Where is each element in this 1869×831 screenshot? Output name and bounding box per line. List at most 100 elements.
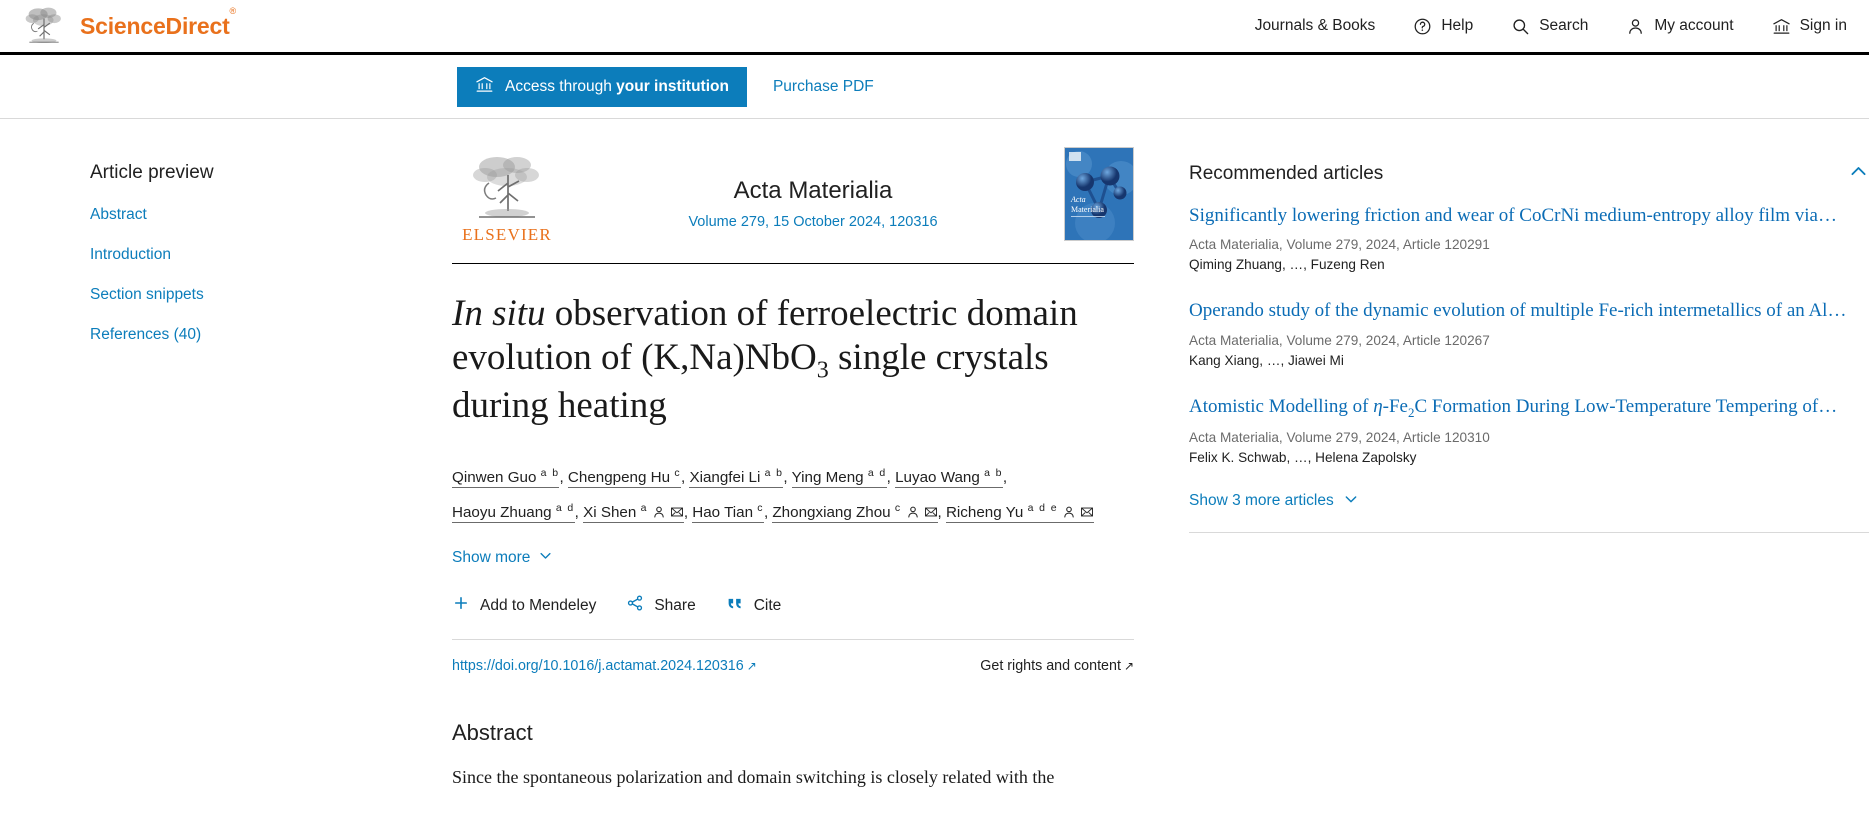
nav-search[interactable]: Search [1511,17,1588,36]
show-more-articles-label: Show 3 more articles [1189,492,1334,510]
sidebar-item-section-snippets[interactable]: Section snippets [90,286,204,303]
recommended-title: Recommended articles [1189,163,1384,184]
search-icon [1511,17,1530,36]
share-nodes-icon [626,594,644,617]
article-title: In situ observation of ferroelectric dom… [452,292,1134,428]
article-actions: Add to Mendeley Share Ci [452,594,1134,641]
author-xiangfei-li[interactable]: Xiangfei Li a b [689,467,784,489]
plus-icon [452,594,470,617]
author-name: Haoyu Zhuang [452,504,552,522]
add-to-mendeley-button[interactable]: Add to Mendeley [452,594,596,617]
abstract-text: Since the spontaneous polarization and d… [452,767,1055,788]
author-xi-shen[interactable]: Xi Shen a [583,502,684,524]
person-icon[interactable] [1062,500,1076,530]
author-hao-tian[interactable]: Hao Tian c [692,502,764,524]
recommended-item-source: Acta Materialia, Volume 279, 2024, Artic… [1189,237,1490,253]
author-richeng-yu[interactable]: Richeng Yu a d e [945,502,1094,524]
author-name: Hao Tian [692,504,754,522]
author-name: Zhongxiang Zhou [772,504,891,522]
article-title-rest-1: observation of ferroelectric domain evol… [452,293,1078,378]
doi-row: https://doi.org/10.1016/j.actamat.2024.1… [452,658,1134,674]
recommended-item-source: Acta Materialia, Volume 279, 2024, Artic… [1189,332,1490,348]
article-title-rest-2: single crystals during heating [452,336,1049,427]
share-button[interactable]: Share [626,594,696,617]
recommended-item-authors: Kang Xiang, …, Jiawei Mi [1189,352,1344,368]
nav-sign-in[interactable]: Sign in [1772,17,1847,36]
envelope-icon[interactable] [670,500,684,530]
author-name: Xiangfei Li [689,469,761,487]
author-affiliation: a d [867,467,887,480]
top-header: ScienceDirect® Journals & Books Help [0,0,1869,55]
recommended-header[interactable]: Recommended articles [1189,161,1869,203]
article-preview-sidebar: Article preview Abstract Introduction Se… [0,147,452,792]
person-icon[interactable] [906,500,920,530]
rec-title-sub: 2 [1407,404,1415,420]
envelope-icon[interactable] [1080,500,1094,530]
abstract-heading: Abstract [452,720,533,746]
chevron-down-icon [1343,491,1359,512]
get-rights-and-content-link[interactable]: Get rights and content ↗ [980,658,1134,674]
author-name: Xi Shen [583,504,637,522]
sciencedirect-brand[interactable]: ScienceDirect® [22,4,236,48]
access-button-bold: your institution [616,77,729,95]
journal-cover-thumbnail[interactable]: Acta Materialia [1064,147,1134,241]
recommended-item-title[interactable]: Significantly lowering friction and wear… [1189,205,1837,226]
recommended-item-title[interactable]: Operando study of the dynamic evolution … [1189,300,1847,322]
author-name: Luyao Wang [895,469,980,487]
access-bar: Access through your institution Purchase… [0,55,1869,119]
author-list: Qinwen Guo a b, Chengpeng Hu c, Xiangfei… [452,458,1134,530]
rec-title-post: C Formation During Low-Temperature Tempe… [1414,395,1838,417]
nav-my-account-label: My account [1654,17,1734,34]
author-zhongxiang-zhou[interactable]: Zhongxiang Zhou c [772,502,938,524]
journal-name: Acta Materialia [733,177,893,204]
share-label: Share [654,596,696,614]
sidebar-item-abstract[interactable]: Abstract [90,206,147,223]
quote-icon [726,594,744,617]
author-row-1: Qinwen Guo a b, Chengpeng Hu c, Xiangfei… [452,467,1008,489]
author-haoyu-zhuang[interactable]: Haoyu Zhuang a d [452,502,575,524]
sidebar-item-introduction[interactable]: Introduction [90,246,171,263]
list-item: Operando study of the dynamic evolution … [1189,298,1869,367]
author-row-2: Haoyu Zhuang a d, Xi Shen a, Hao Tian c,… [452,493,1134,530]
show-more-authors-label: Show more [452,549,531,567]
list-item: Significantly lowering friction and wear… [1189,203,1869,272]
recommended-item-source: Acta Materialia, Volume 279, 2024, Artic… [1189,429,1490,445]
journal-header: ELSEVIER Acta Materialia Volume 279, 15 … [452,147,1134,264]
nav-journals-and-books[interactable]: Journals & Books [1255,17,1376,35]
sidebar-item-references[interactable]: References (40) [90,326,202,343]
recommended-item-title[interactable]: Atomistic Modelling of η-Fe2C Formation … [1189,394,1869,421]
show-more-authors-button[interactable]: Show more [452,548,553,568]
doi-link[interactable]: https://doi.org/10.1016/j.actamat.2024.1… [452,658,757,674]
external-link-icon: ↗ [746,659,757,674]
show-more-articles-button[interactable]: Show 3 more articles [1189,491,1359,512]
get-rights-label: Get rights and content [980,658,1121,675]
purchase-pdf-link[interactable]: Purchase PDF [772,77,874,95]
author-name: Chengpeng Hu [567,469,671,487]
chevron-up-icon[interactable] [1848,161,1869,187]
author-qinwen-guo[interactable]: Qinwen Guo a b [452,467,560,489]
recommended-articles-panel: Recommended articles Significantly lower… [1134,147,1869,792]
author-affiliation: a b [764,467,784,480]
elsevier-tree-logo-icon [22,4,66,48]
nav-my-account[interactable]: My account [1626,17,1734,36]
journal-meta: Acta Materialia Volume 279, 15 October 2… [562,147,1064,230]
access-through-institution-button[interactable]: Access through your institution [457,66,747,107]
nav-search-label: Search [1539,17,1589,34]
author-affiliation: a [640,502,648,515]
recommended-footer: Show 3 more articles [1189,491,1869,533]
author-name: Ying Meng [791,469,864,487]
person-icon [1626,17,1645,36]
author-affiliation: a d [555,502,575,515]
author-luyao-wang[interactable]: Luyao Wang a b [895,467,1003,489]
author-ying-meng[interactable]: Ying Meng a d [791,467,887,489]
nav-help[interactable]: Help [1413,17,1473,36]
article-title-subscript: 3 [816,357,829,384]
top-navigation: Journals & Books Help Search [1255,17,1847,36]
author-affiliation: a b [984,467,1003,480]
recommended-item-authors: Felix K. Schwab, …, Helena Zapolsky [1189,449,1417,465]
author-chengpeng-hu[interactable]: Chengpeng Hu c [567,467,681,489]
cite-button[interactable]: Cite [726,594,781,617]
journal-issue-link[interactable]: Volume 279, 15 October 2024, 120316 [688,214,938,230]
person-icon[interactable] [652,500,666,530]
envelope-icon[interactable] [924,500,938,530]
